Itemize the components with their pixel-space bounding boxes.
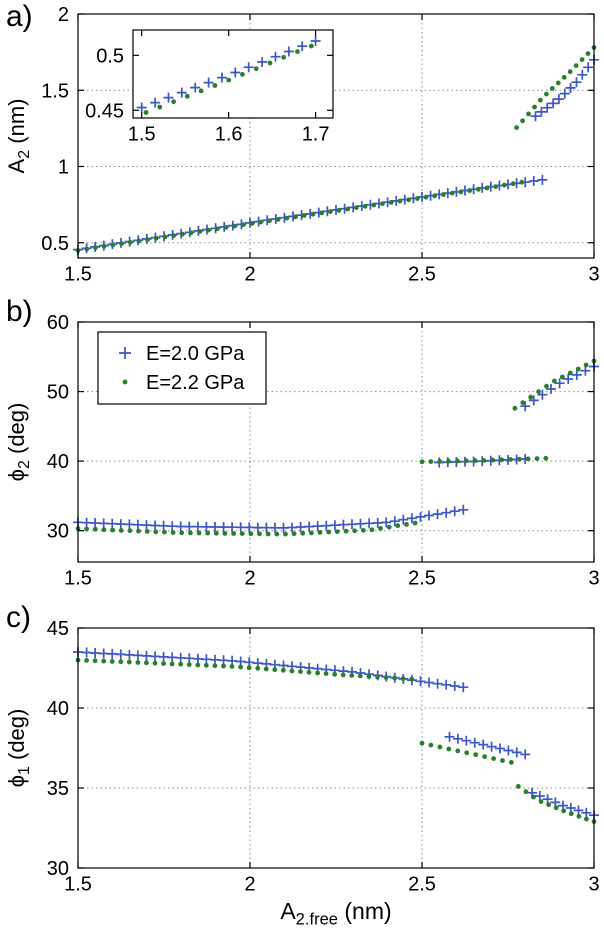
x-tick-label: 1.5 xyxy=(64,568,92,590)
panel-a: 1.5 2 2.5 3 0.5 1 1.5 2 A2 (nm) 1.5 1.6 1.7 0.45 0.5 xyxy=(4,4,600,286)
legend: E=2.0 GPa E=2.2 GPa xyxy=(97,331,267,405)
series-e-2-0-gpa xyxy=(136,36,321,113)
y-tick-label: 2 xyxy=(58,4,69,26)
y-tick-label: 1.5 xyxy=(41,80,69,102)
y-axis-label: ϕ2 (deg) xyxy=(4,403,33,482)
legend-box xyxy=(97,331,267,405)
x-tick-label: 3 xyxy=(588,874,599,896)
x-label-sub: 2.free xyxy=(295,909,338,929)
axes-box xyxy=(77,321,595,563)
panel-label-c: c) xyxy=(6,601,31,634)
legend-label: E=2.2 GPa xyxy=(146,372,245,394)
y-axis-label: ϕ1 (deg) xyxy=(4,709,33,788)
axes-box xyxy=(132,29,334,119)
series-e-2-2-gpa xyxy=(75,358,597,537)
y-tick-label: 35 xyxy=(47,778,69,800)
x-tick-label: 1.5 xyxy=(128,124,156,146)
series-e-2-0-gpa xyxy=(73,647,599,821)
tick-marks xyxy=(77,627,595,869)
y-tick-label: 40 xyxy=(47,698,69,720)
y-tick-label: 0.45 xyxy=(85,100,124,122)
x-tick-label: 1.5 xyxy=(64,264,92,286)
y-tick-label: 30 xyxy=(47,858,69,880)
y-tick-label: 40 xyxy=(47,451,69,473)
x-tick-label: 2 xyxy=(244,874,255,896)
x-label-unit: (nm) xyxy=(338,898,392,924)
y-tick-label: 0.5 xyxy=(96,45,124,67)
panel-label-a: a) xyxy=(6,0,33,33)
panel-label-b: b) xyxy=(6,295,33,328)
x-tick-label: 1.6 xyxy=(215,124,243,146)
tick-marks xyxy=(133,30,333,118)
tick-labels: 1.5 2 2.5 3 0.5 1 1.5 2 xyxy=(41,4,599,286)
x-axis-label: A2.free (nm) xyxy=(78,898,594,930)
x-tick-label: 2 xyxy=(244,264,255,286)
x-label-main: A xyxy=(280,898,296,924)
tick-marks xyxy=(77,321,595,562)
gridlines xyxy=(78,628,594,868)
x-tick-label: 1.5 xyxy=(64,874,92,896)
y-tick-label: 50 xyxy=(47,382,69,404)
legend-label: E=2.0 GPa xyxy=(146,343,245,365)
y-tick-label: 1 xyxy=(58,157,69,179)
tick-marks xyxy=(77,13,595,258)
panel-b: 1.5 2 2.5 3 30 40 50 60 ϕ2 (deg) E=2.0 GPa E=2.2 G… xyxy=(4,312,600,590)
tick-labels: 1.5 2 2.5 3 30 40 50 60 xyxy=(47,312,600,590)
y-tick-label: 0.5 xyxy=(41,233,69,255)
y-tick-label: 30 xyxy=(47,521,69,543)
y-tick-label: 45 xyxy=(47,618,69,640)
x-tick-label: 2 xyxy=(244,568,255,590)
series-e-2-2-gpa xyxy=(75,45,597,253)
series-e-2-2-gpa xyxy=(143,43,314,115)
x-tick-label: 3 xyxy=(588,264,599,286)
x-tick-label: 1.7 xyxy=(302,124,330,146)
series-e-2-2-gpa xyxy=(75,657,597,824)
legend-item-0: E=2.0 GPa xyxy=(119,343,245,365)
tick-labels: 1.5 1.6 1.7 0.45 0.5 xyxy=(85,45,329,145)
panel-a-inset: 1.5 1.6 1.7 0.45 0.5 xyxy=(85,29,334,146)
x-tick-label: 2.5 xyxy=(408,568,436,590)
panel-c: 1.5 2 2.5 3 30 35 40 45 ϕ1 (deg) xyxy=(4,618,600,896)
x-tick-label: 2.5 xyxy=(408,874,436,896)
x-tick-label: 2.5 xyxy=(408,264,436,286)
x-tick-label: 3 xyxy=(588,568,599,590)
axes-box xyxy=(77,13,595,259)
y-axis-label: A2 (nm) xyxy=(4,99,33,174)
axes-box xyxy=(77,627,595,869)
legend-item-1: E=2.2 GPa xyxy=(122,372,245,394)
tick-labels: 1.5 2 2.5 3 30 35 40 45 xyxy=(47,618,600,896)
y-tick-label: 60 xyxy=(47,312,69,334)
